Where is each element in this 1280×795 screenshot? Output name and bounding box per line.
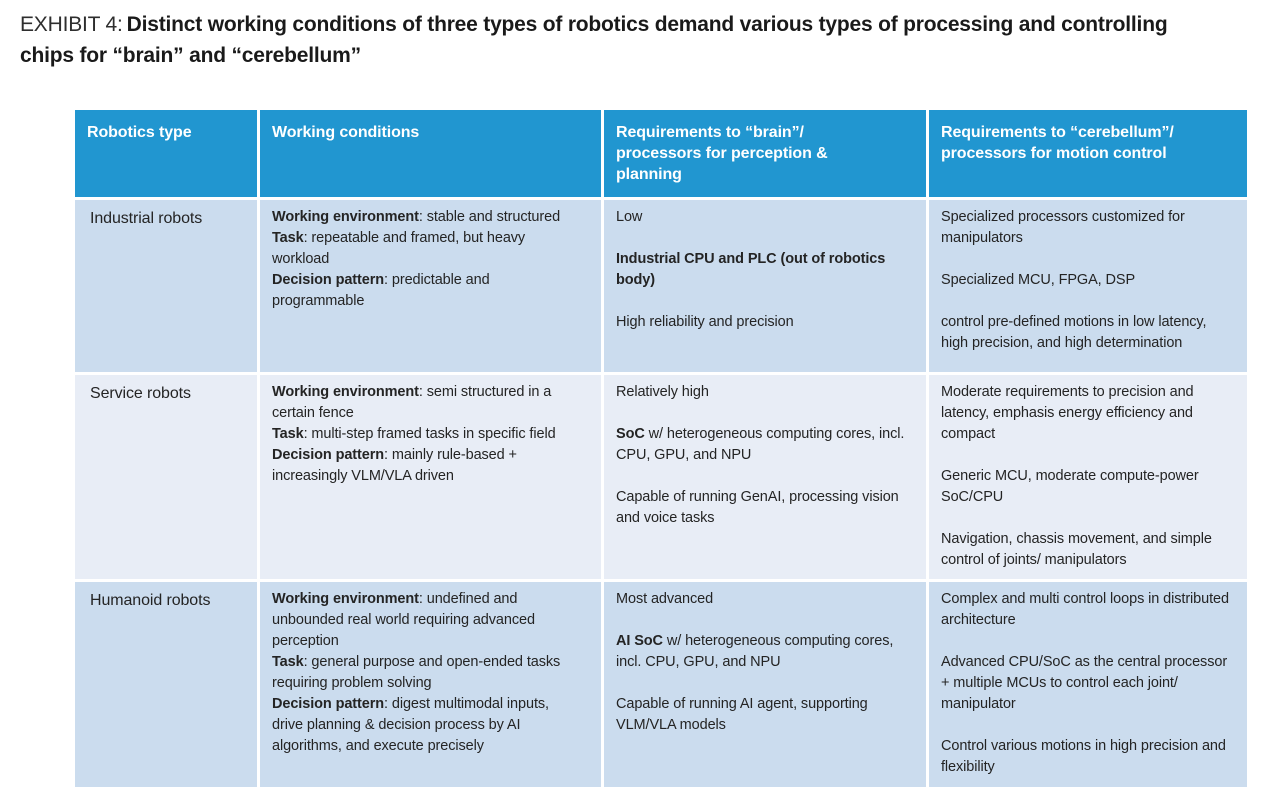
- exhibit-title: EXHIBIT 4: Distinct working conditions of…: [20, 9, 1185, 71]
- robotics-type-label: Industrial robots: [90, 210, 203, 227]
- cell-industrial-cerebellum: Specialized processors customized for ma…: [929, 200, 1247, 372]
- cerebellum-paragraph: Specialized MCU, FPGA, DSP: [941, 272, 1136, 288]
- robotics-comparison-table: Robotics type Working conditions Require…: [75, 110, 1247, 787]
- column-header-label: Requirements to “cerebellum”/ processors…: [941, 124, 1174, 162]
- cerebellum-paragraph: Complex and multi control loops in distr…: [941, 591, 1229, 628]
- robotics-type-label: Humanoid robots: [90, 592, 211, 609]
- brain-paragraph: Capable of running AI agent, supporting …: [616, 696, 868, 733]
- brain-paragraph: Industrial CPU and PLC (out of robotics …: [616, 251, 886, 288]
- cell-humanoid-brain: Most advanced AI SoC w/ heterogeneous co…: [604, 582, 926, 787]
- cell-service-brain: Relatively high SoC w/ heterogeneous com…: [604, 375, 926, 579]
- cell-service-type: Service robots: [75, 375, 257, 579]
- cell-humanoid-cerebellum: Complex and multi control loops in distr…: [929, 582, 1247, 787]
- cerebellum-paragraph: Control various motions in high precisio…: [941, 738, 1226, 775]
- brain-paragraph: SoC w/ heterogeneous computing cores, in…: [616, 426, 905, 463]
- column-header-brain-requirements: Requirements to “brain”/ processors for …: [604, 110, 926, 197]
- brain-paragraph: AI SoC w/ heterogeneous computing cores,…: [616, 633, 894, 670]
- cell-humanoid-type: Humanoid robots: [75, 582, 257, 787]
- cerebellum-paragraph: control pre-defined motions in low laten…: [941, 314, 1207, 351]
- column-header-working-conditions: Working conditions: [260, 110, 601, 197]
- cell-industrial-type: Industrial robots: [75, 200, 257, 372]
- cerebellum-paragraph: Specialized processors customized for ma…: [941, 209, 1185, 246]
- column-header-label: Requirements to “brain”/ processors for …: [616, 124, 828, 183]
- column-header-label: Robotics type: [87, 124, 192, 141]
- column-header-robotics-type: Robotics type: [75, 110, 257, 197]
- brain-paragraph: Capable of running GenAI, processing vis…: [616, 489, 899, 526]
- brain-paragraph: Most advanced: [616, 591, 714, 607]
- condition-paragraph: Task: multi-step framed tasks in specifi…: [272, 426, 556, 442]
- cerebellum-paragraph: Generic MCU, moderate compute-power SoC/…: [941, 468, 1199, 505]
- condition-paragraph: Working environment: undefined and unbou…: [272, 591, 535, 649]
- cell-industrial-brain: Low Industrial CPU and PLC (out of robot…: [604, 200, 926, 372]
- column-header-cerebellum-requirements: Requirements to “cerebellum”/ processors…: [929, 110, 1247, 197]
- condition-paragraph: Working environment: semi structured in …: [272, 384, 552, 421]
- column-header-label: Working conditions: [272, 124, 420, 141]
- cerebellum-paragraph: Moderate requirements to precision and l…: [941, 384, 1194, 442]
- cell-service-working-conditions: Working environment: semi structured in …: [260, 375, 601, 579]
- condition-paragraph: Task: general purpose and open-ended tas…: [272, 654, 561, 691]
- condition-paragraph: Working environment: stable and structur…: [272, 209, 561, 225]
- cell-service-cerebellum: Moderate requirements to precision and l…: [929, 375, 1247, 579]
- brain-paragraph: High reliability and precision: [616, 314, 794, 330]
- robotics-type-label: Service robots: [90, 385, 191, 402]
- page: EXHIBIT 4: Distinct working conditions of…: [0, 9, 1280, 787]
- exhibit-label: EXHIBIT 4:: [20, 13, 123, 36]
- condition-paragraph: Task: repeatable and framed, but heavy w…: [272, 230, 526, 267]
- cerebellum-paragraph: Navigation, chassis movement, and simple…: [941, 531, 1212, 568]
- cerebellum-paragraph: Advanced CPU/SoC as the central processo…: [941, 654, 1228, 712]
- cell-industrial-working-conditions: Working environment: stable and structur…: [260, 200, 601, 372]
- cell-humanoid-working-conditions: Working environment: undefined and unbou…: [260, 582, 601, 787]
- brain-paragraph: Relatively high: [616, 384, 709, 400]
- brain-paragraph: Low: [616, 209, 643, 225]
- condition-paragraph: Decision pattern: digest multimodal inpu…: [272, 696, 549, 754]
- condition-paragraph: Decision pattern: mainly rule-based + in…: [272, 447, 517, 484]
- exhibit-heading: Distinct working conditions of three typ…: [20, 13, 1168, 67]
- condition-paragraph: Decision pattern: predictable and progra…: [272, 272, 490, 309]
